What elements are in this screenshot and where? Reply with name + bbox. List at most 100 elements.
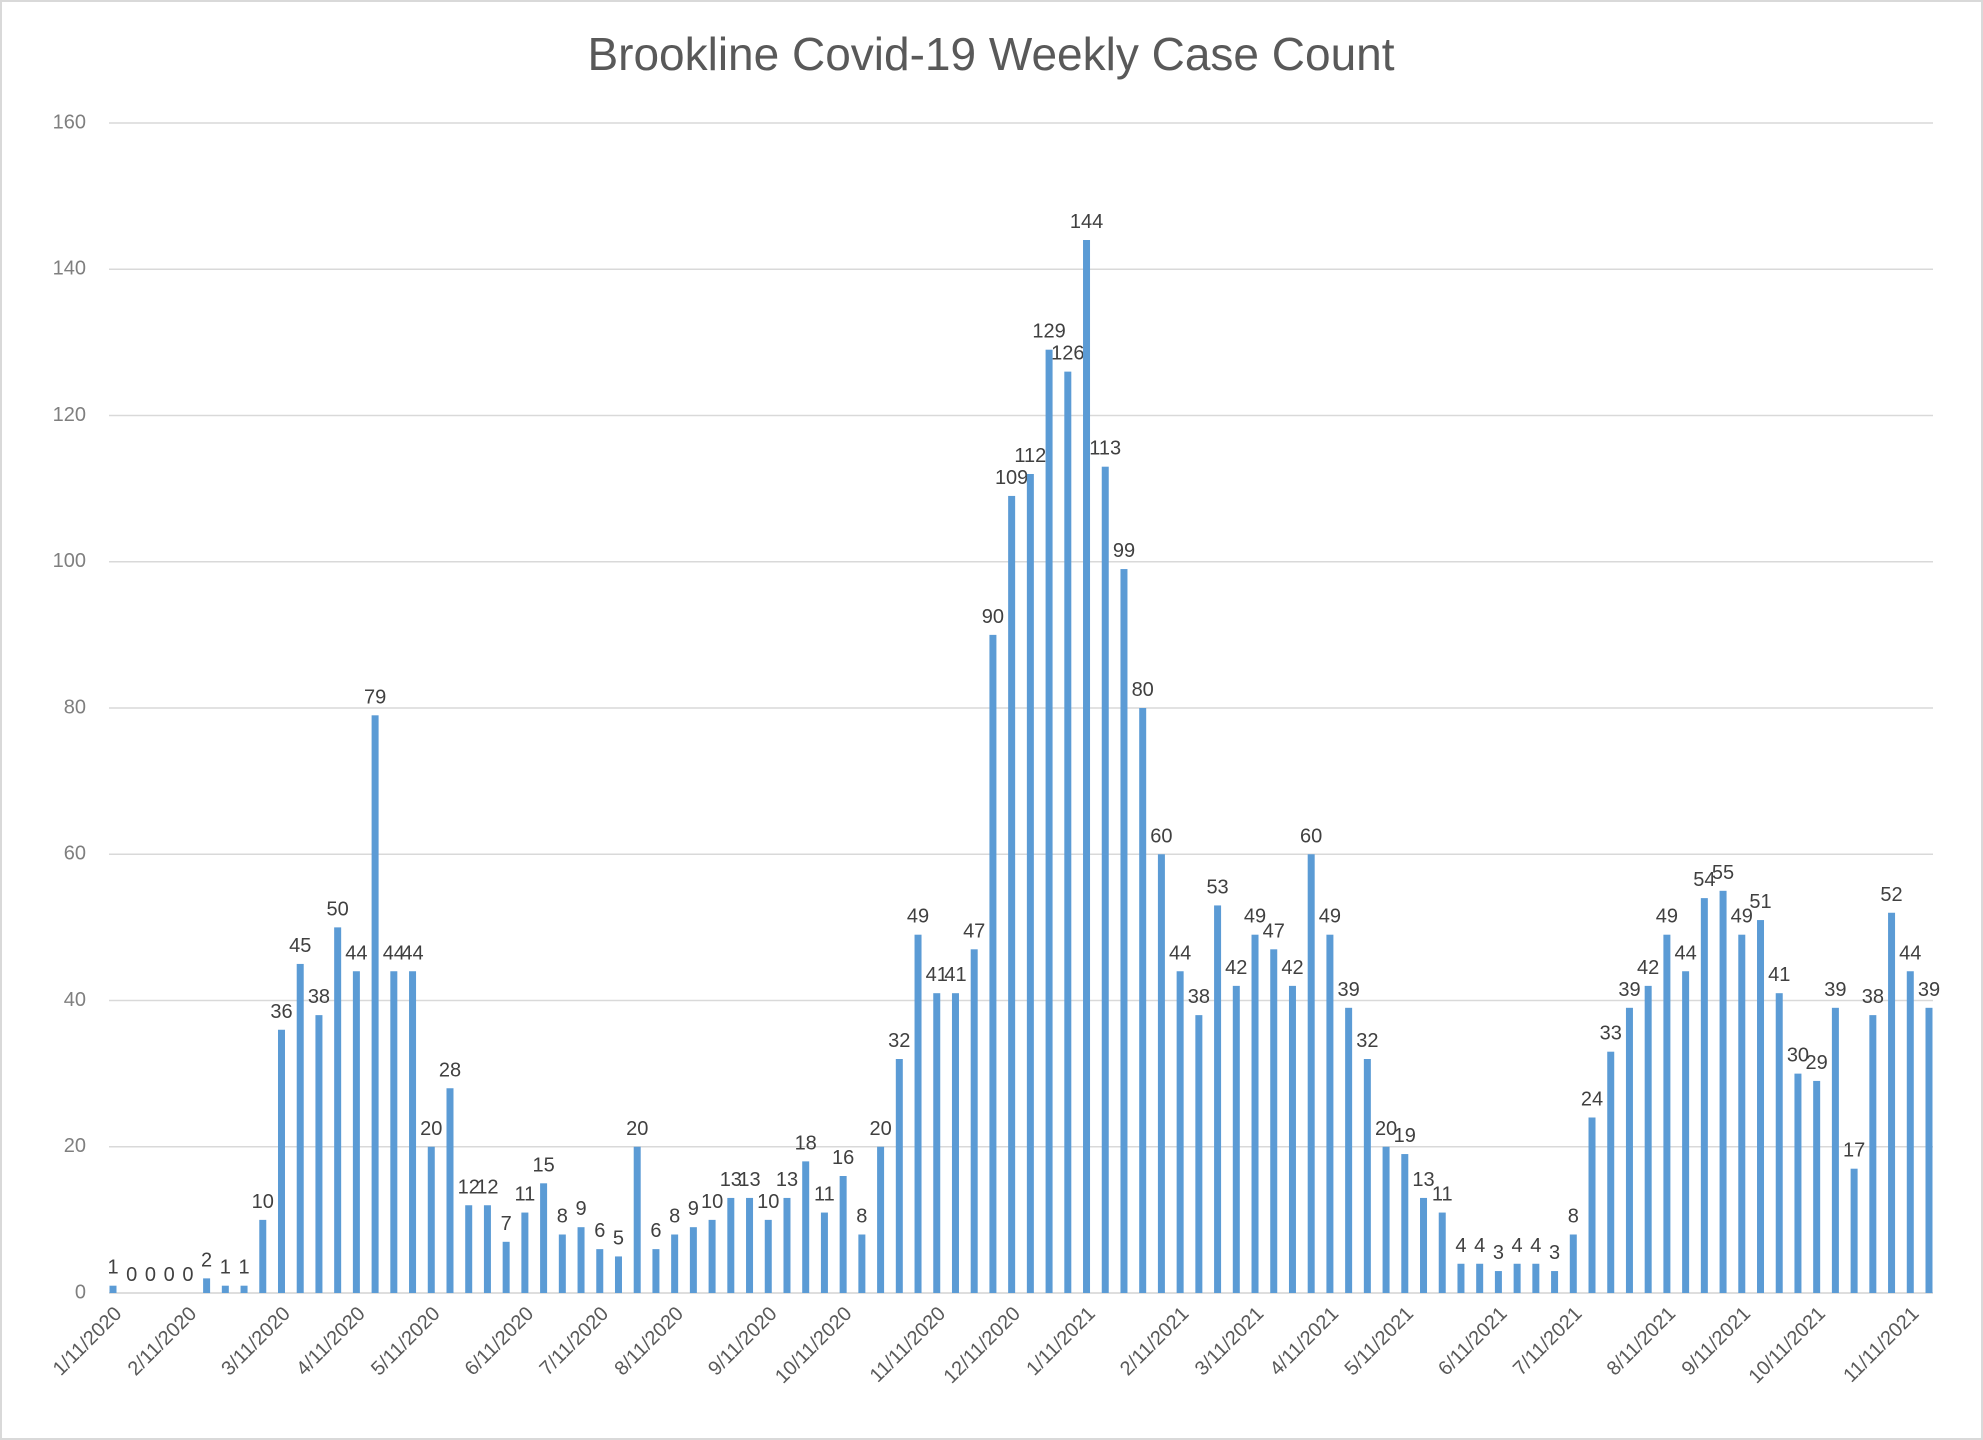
bar [277, 1029, 285, 1293]
data-label: 41 [944, 964, 966, 986]
data-label: 18 [795, 1132, 817, 1154]
bar [1195, 1015, 1203, 1293]
data-label: 0 [164, 1264, 175, 1286]
bar [951, 993, 959, 1293]
data-label: 33 [1600, 1023, 1622, 1045]
bar [1888, 912, 1896, 1293]
bar [839, 1176, 847, 1293]
bar [1476, 1263, 1484, 1293]
data-label: 6 [594, 1220, 605, 1242]
bar [109, 1285, 117, 1293]
bar [1513, 1263, 1521, 1293]
bar [1420, 1197, 1428, 1293]
bar [1588, 1117, 1596, 1293]
bar [1925, 1007, 1933, 1293]
bar [970, 949, 978, 1293]
bar [1101, 466, 1109, 1293]
bar [1625, 1007, 1633, 1293]
data-label: 49 [907, 906, 929, 928]
data-label: 38 [1188, 986, 1210, 1008]
bar [989, 634, 997, 1293]
bar [465, 1205, 473, 1293]
bar [633, 1146, 641, 1293]
data-label: 42 [1637, 957, 1659, 979]
data-label: 47 [1263, 920, 1285, 942]
data-label: 8 [557, 1206, 568, 1228]
data-label: 42 [1225, 957, 1247, 979]
data-label: 126 [1051, 343, 1084, 365]
data-label: 99 [1113, 540, 1135, 562]
chart-title: Brookline Covid-19 Weekly Case Count [587, 28, 1394, 80]
data-label: 15 [532, 1154, 554, 1176]
bar [1438, 1212, 1446, 1293]
data-label: 8 [1568, 1206, 1579, 1228]
data-label: 39 [1338, 979, 1360, 1001]
bar [1850, 1168, 1858, 1293]
data-label: 20 [869, 1118, 891, 1140]
bar [1719, 890, 1727, 1293]
data-label: 4 [1512, 1235, 1523, 1257]
data-label: 12 [476, 1176, 498, 1198]
data-label: 79 [364, 686, 386, 708]
bar [689, 1227, 697, 1293]
data-label: 1 [220, 1257, 231, 1279]
bar [746, 1197, 754, 1293]
bar [1906, 971, 1914, 1293]
bar [558, 1234, 566, 1293]
data-label: 9 [688, 1198, 699, 1220]
y-tick-label: 140 [53, 258, 86, 280]
bar [1083, 240, 1091, 1293]
data-label: 41 [1768, 964, 1790, 986]
data-label: 1 [238, 1257, 249, 1279]
data-label: 45 [289, 935, 311, 957]
bar [1532, 1263, 1540, 1293]
y-tick-label: 20 [64, 1135, 86, 1157]
data-label: 19 [1394, 1125, 1416, 1147]
data-label: 39 [1918, 979, 1940, 1001]
bar [1757, 920, 1765, 1293]
data-label: 44 [401, 942, 423, 964]
bar [671, 1234, 679, 1293]
data-label: 112 [1014, 445, 1046, 467]
data-label: 47 [963, 920, 985, 942]
data-label: 49 [1656, 906, 1678, 928]
bar [371, 715, 379, 1293]
data-label: 29 [1806, 1052, 1828, 1074]
data-label: 51 [1749, 891, 1771, 913]
data-label: 13 [776, 1169, 798, 1191]
data-label: 50 [327, 898, 349, 920]
data-label: 24 [1581, 1089, 1603, 1111]
data-label: 5 [613, 1227, 624, 1249]
bar [483, 1205, 491, 1293]
data-label: 60 [1150, 825, 1172, 847]
bar [577, 1227, 585, 1293]
bar [933, 993, 941, 1293]
data-label: 44 [1674, 942, 1696, 964]
bar [1494, 1271, 1502, 1293]
bar [540, 1183, 548, 1293]
bar [1157, 854, 1165, 1293]
data-label: 10 [757, 1191, 779, 1213]
bar [764, 1219, 772, 1293]
bar [1551, 1271, 1559, 1293]
bar [1457, 1263, 1465, 1293]
bar [1363, 1059, 1371, 1293]
data-label: 129 [1032, 321, 1065, 343]
data-label: 38 [308, 986, 330, 1008]
data-label: 44 [383, 942, 405, 964]
data-label: 80 [1132, 679, 1154, 701]
data-label: 4 [1530, 1235, 1541, 1257]
data-label: 8 [856, 1206, 867, 1228]
bar [652, 1249, 660, 1293]
bar [1775, 993, 1783, 1293]
bar [390, 971, 398, 1293]
bar [1026, 474, 1034, 1293]
bar [221, 1285, 229, 1293]
bar [1232, 985, 1240, 1293]
y-tick-label: 100 [53, 550, 86, 572]
data-label: 54 [1693, 869, 1715, 891]
y-tick-label: 160 [53, 111, 86, 133]
bar [1326, 934, 1334, 1293]
